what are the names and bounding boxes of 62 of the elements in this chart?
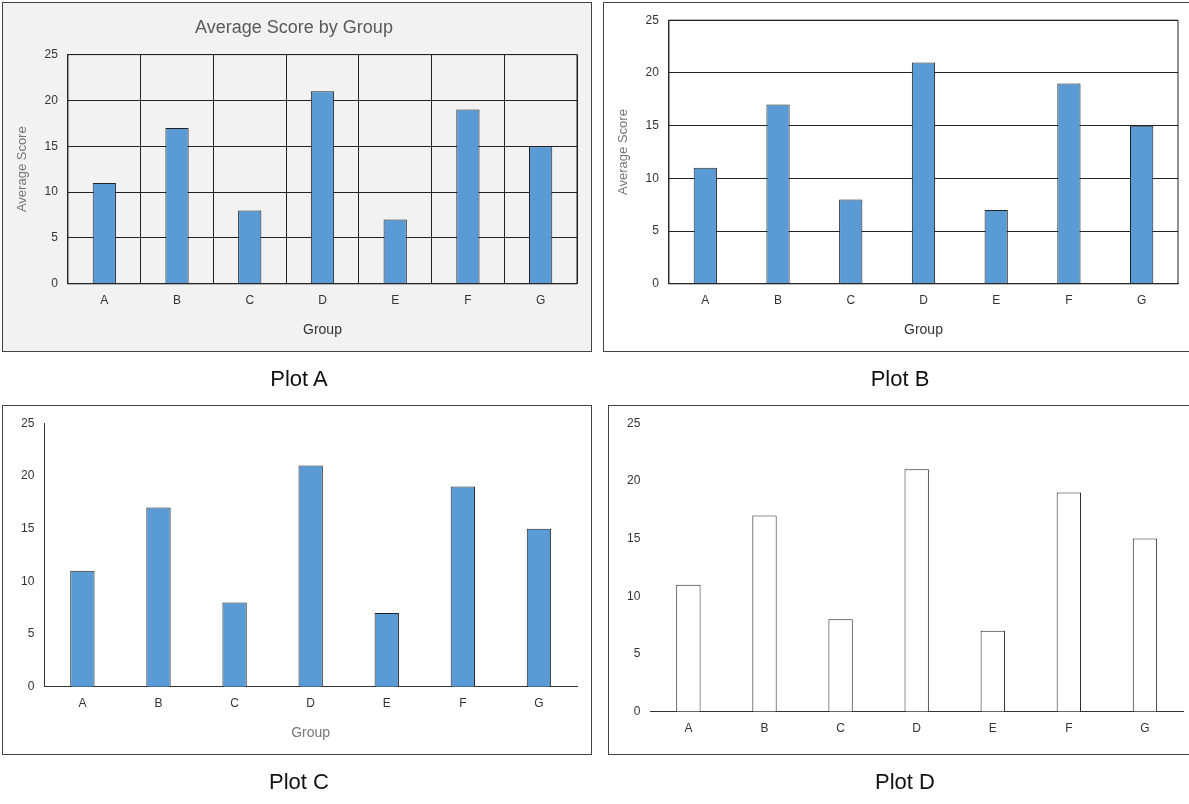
y-tick-label: 20: [645, 65, 660, 80]
x-tick-label: G: [535, 293, 546, 308]
x-tick-label: G: [534, 696, 544, 711]
y-tick-label: 25: [20, 415, 35, 430]
y-tick-label: 0: [652, 276, 660, 291]
y-tick-label: 20: [44, 92, 59, 107]
x-tick-label: A: [78, 696, 87, 711]
y-tick-label: 5: [51, 230, 59, 245]
chart-title: Average Score by Group: [195, 16, 393, 37]
x-tick-label: C: [245, 293, 255, 308]
y-axis-title: Average Score: [615, 109, 631, 195]
x-tick-label: C: [846, 293, 856, 308]
y-tick-label: 10: [20, 573, 35, 588]
x-axis-title: Group: [303, 321, 343, 338]
y-tick-label: 25: [626, 415, 641, 430]
y-tick-label: 0: [633, 703, 641, 718]
text: Plot A: [269, 366, 329, 392]
x-tick-label: F: [1065, 721, 1073, 736]
x-tick-label: E: [992, 293, 1001, 308]
x-tick-label: B: [774, 293, 783, 308]
x-tick-label: E: [382, 696, 391, 711]
x-tick-label: E: [988, 721, 997, 736]
x-tick-label: F: [1065, 293, 1073, 308]
y-tick-label: 5: [633, 646, 641, 661]
x-tick-label: G: [1140, 721, 1150, 736]
y-tick-label: 0: [51, 276, 59, 291]
x-tick-label: C: [230, 696, 240, 711]
y-tick-label: 10: [626, 588, 641, 603]
x-axis-title: Group: [904, 321, 944, 338]
text: Plot D: [874, 769, 936, 795]
x-tick-label: A: [701, 293, 710, 308]
x-tick-label: B: [154, 696, 163, 711]
y-tick-label: 25: [645, 12, 660, 27]
x-tick-label: D: [919, 293, 929, 308]
y-tick-label: 5: [27, 626, 35, 641]
x-tick-label: B: [173, 293, 182, 308]
x-tick-label: F: [459, 696, 467, 711]
y-axis-title: Average Score: [14, 126, 30, 213]
x-tick-label: C: [836, 721, 846, 736]
x-tick-label: G: [1136, 293, 1147, 308]
x-tick-label: A: [684, 721, 693, 736]
y-tick-label: 20: [626, 473, 641, 488]
x-tick-label: D: [912, 721, 922, 736]
x-tick-label: B: [760, 721, 769, 736]
x-tick-label: D: [318, 293, 328, 308]
x-tick-label: F: [464, 293, 472, 308]
y-tick-label: 5: [652, 223, 660, 238]
y-tick-label: 15: [20, 520, 35, 535]
x-tick-label: D: [306, 696, 316, 711]
x-axis-title: Group: [291, 724, 331, 741]
x-tick-label: A: [100, 293, 109, 308]
y-tick-label: 0: [27, 679, 35, 694]
text: Plot C: [268, 769, 330, 795]
x-tick-label: E: [391, 293, 400, 308]
y-tick-label: 15: [645, 117, 660, 132]
text: Plot B: [869, 366, 931, 392]
y-tick-label: 10: [44, 184, 59, 199]
y-tick-label: 25: [44, 46, 59, 61]
y-tick-label: 15: [44, 138, 59, 153]
y-tick-label: 20: [20, 468, 35, 483]
y-tick-label: 10: [645, 170, 660, 185]
y-tick-label: 15: [626, 530, 641, 545]
